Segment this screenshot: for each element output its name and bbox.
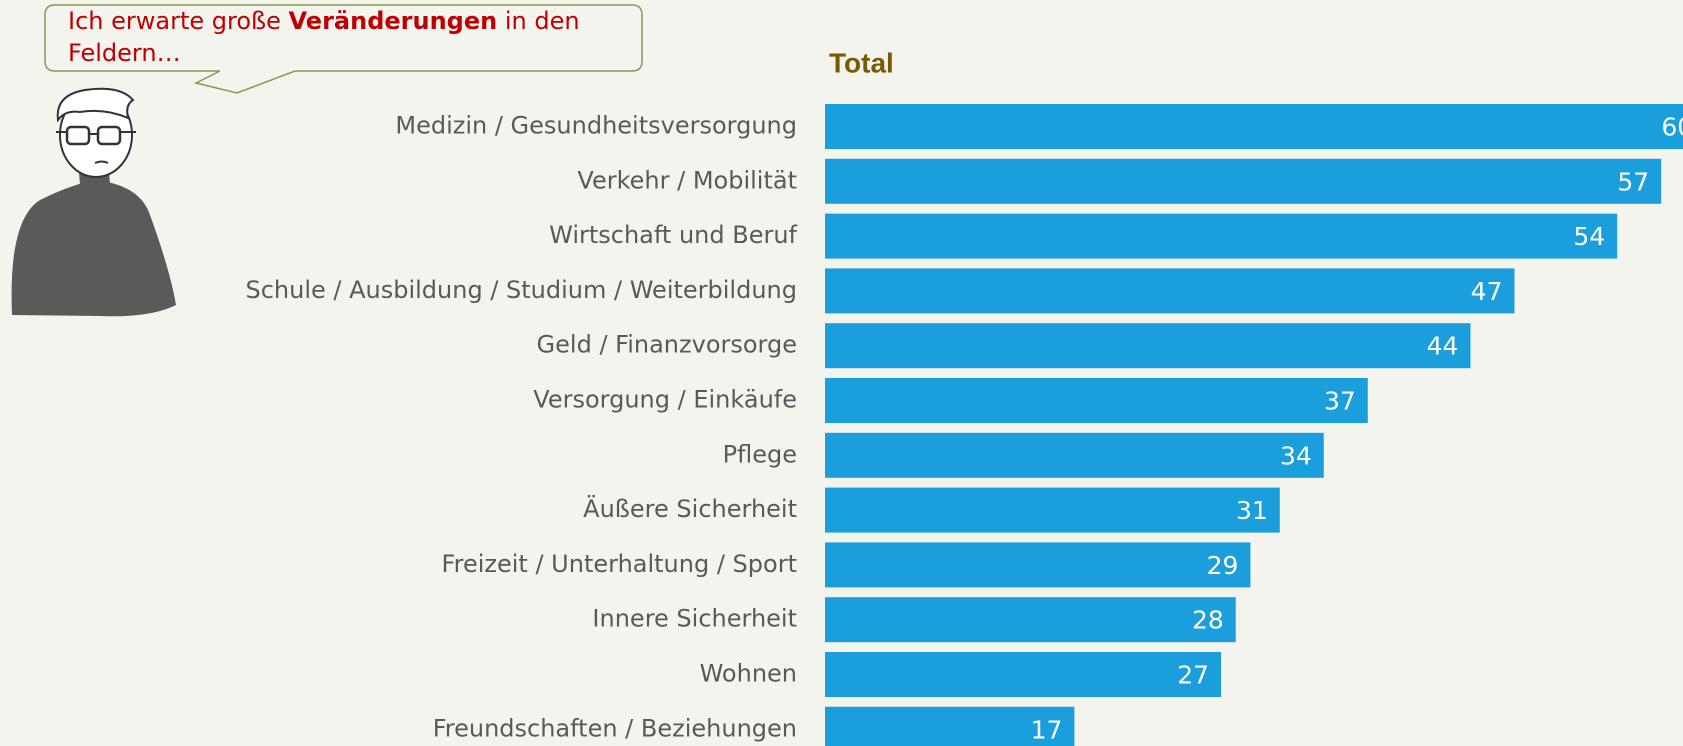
value-label: 60 <box>1661 113 1683 142</box>
value-label: 27 <box>1177 661 1209 690</box>
category-label: Pflege <box>723 440 797 468</box>
bar <box>825 104 1683 149</box>
bar <box>825 433 1324 478</box>
value-label: 29 <box>1207 551 1239 580</box>
category-label: Äußere Sicherheit <box>583 494 797 523</box>
category-label: Geld / Finanzvorsorge <box>537 331 797 359</box>
bubble-text: Ich erwarte große Veränderungen in den <box>68 7 580 35</box>
category-label: Medizin / Gesundheitsversorgung <box>395 112 797 140</box>
bar <box>825 542 1250 587</box>
value-label: 37 <box>1324 387 1356 416</box>
value-label: 34 <box>1280 441 1312 470</box>
value-label: 47 <box>1471 277 1503 306</box>
speech-bubble: Ich erwarte große Veränderungen in den F… <box>45 5 642 93</box>
bar <box>825 378 1368 423</box>
category-label: Innere Sicherheit <box>592 605 797 633</box>
chart: Ich erwarte große Veränderungen in den F… <box>0 0 1683 746</box>
bar <box>825 488 1280 533</box>
bar <box>825 268 1514 313</box>
category-label: Verkehr / Mobilität <box>577 166 797 194</box>
category-label: Schule / Ausbildung / Studium / Weiterbi… <box>245 276 797 304</box>
bubble-emphasis: Veränderungen <box>289 7 498 35</box>
bar <box>825 159 1661 204</box>
bar <box>825 652 1221 697</box>
person-body <box>12 180 176 316</box>
category-label: Wirtschaft und Beruf <box>549 221 797 249</box>
bar <box>825 597 1236 642</box>
value-label: 54 <box>1573 222 1605 251</box>
bubble-text-line2: Feldern… <box>68 39 181 67</box>
bar <box>825 214 1617 259</box>
value-label: 31 <box>1236 496 1268 525</box>
value-label: 57 <box>1617 167 1649 196</box>
page: {"bubble": {"line1_before": "Ich erwarte… <box>0 0 1683 746</box>
person-icon <box>12 89 176 317</box>
value-label: 17 <box>1031 715 1063 744</box>
chart-title: Total <box>829 47 894 78</box>
category-label: Freizeit / Unterhaltung / Sport <box>442 550 797 578</box>
value-label: 28 <box>1192 606 1224 635</box>
category-label: Wohnen <box>700 660 797 688</box>
category-label: Versorgung / Einkäufe <box>533 386 797 414</box>
value-label: 44 <box>1427 332 1459 361</box>
bubble-text-start: Ich erwarte große <box>68 7 281 35</box>
category-label: Freundschaften / Beziehungen <box>433 714 797 742</box>
bubble-text-end: in den <box>505 7 580 35</box>
bar <box>825 323 1470 368</box>
